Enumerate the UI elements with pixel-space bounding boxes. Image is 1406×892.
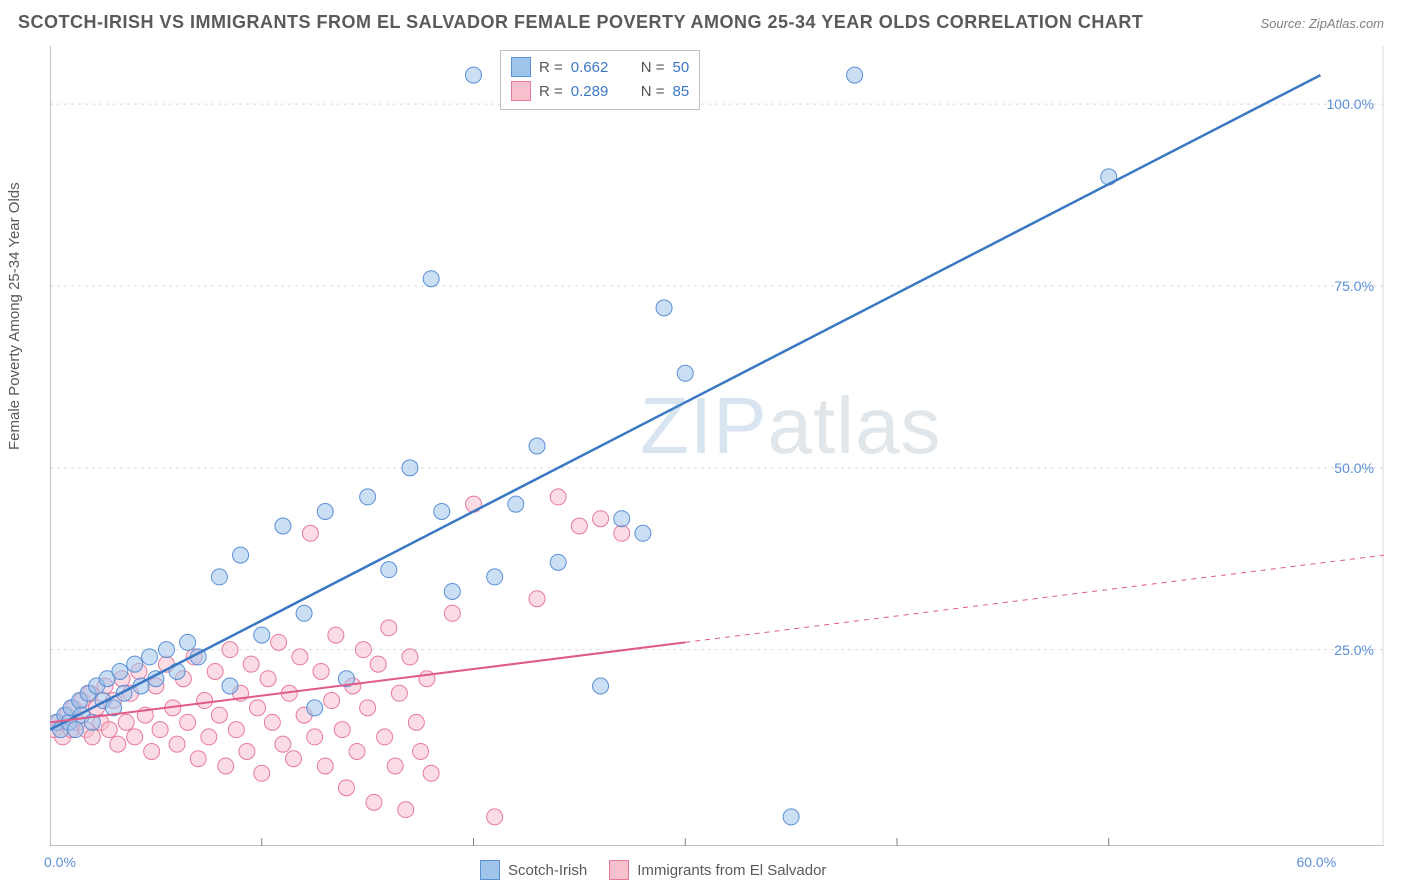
- y-axis-label: Female Poverty Among 25-34 Year Olds: [6, 182, 23, 450]
- chart-title: SCOTCH-IRISH VS IMMIGRANTS FROM EL SALVA…: [18, 12, 1143, 33]
- y-tick-label: 25.0%: [1334, 642, 1374, 658]
- legend-series-item: Immigrants from El Salvador: [609, 860, 826, 880]
- correlation-legend: R = 0.662 N = 50 R = 0.289 N = 85: [500, 50, 700, 110]
- legend-series-item: Scotch-Irish: [480, 860, 587, 880]
- legend-n-value: 50: [673, 59, 690, 76]
- series-legend: Scotch-Irish Immigrants from El Salvador: [480, 860, 826, 880]
- legend-r-value: 0.662: [571, 59, 621, 76]
- legend-n-label: N =: [641, 83, 665, 100]
- scatter-plot: [50, 46, 1384, 846]
- legend-stat-row: R = 0.289 N = 85: [511, 79, 689, 103]
- legend-r-label: R =: [539, 83, 563, 100]
- x-tick-label: 60.0%: [1296, 854, 1336, 870]
- legend-swatch: [609, 860, 629, 880]
- legend-r-label: R =: [539, 59, 563, 76]
- y-tick-label: 100.0%: [1327, 96, 1374, 112]
- legend-r-value: 0.289: [571, 83, 621, 100]
- legend-series-label: Immigrants from El Salvador: [637, 862, 826, 879]
- legend-stat-row: R = 0.662 N = 50: [511, 55, 689, 79]
- legend-series-label: Scotch-Irish: [508, 862, 587, 879]
- legend-swatch: [511, 57, 531, 77]
- source-attribution: Source: ZipAtlas.com: [1260, 16, 1384, 31]
- x-tick-label: 0.0%: [44, 854, 76, 870]
- chart-container: SCOTCH-IRISH VS IMMIGRANTS FROM EL SALVA…: [0, 0, 1406, 892]
- legend-swatch: [511, 81, 531, 101]
- legend-swatch: [480, 860, 500, 880]
- legend-n-label: N =: [641, 59, 665, 76]
- y-tick-label: 50.0%: [1334, 460, 1374, 476]
- y-tick-label: 75.0%: [1334, 278, 1374, 294]
- legend-n-value: 85: [673, 83, 690, 100]
